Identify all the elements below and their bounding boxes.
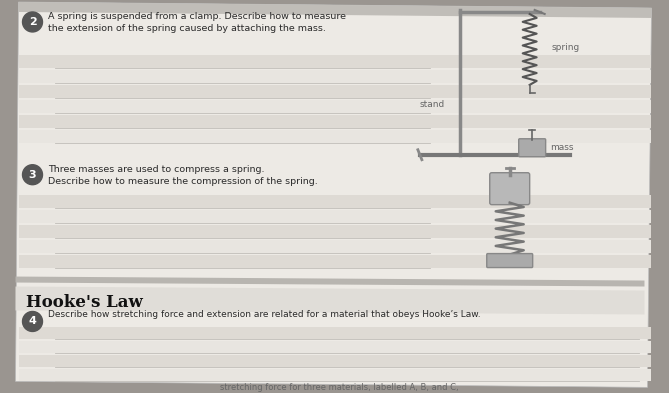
Text: Describe how to measure the compression of the spring.: Describe how to measure the compression … [48, 177, 318, 186]
FancyBboxPatch shape [487, 253, 533, 268]
Text: Three masses are used to compress a spring.: Three masses are used to compress a spri… [48, 165, 265, 174]
Polygon shape [15, 2, 652, 387]
Circle shape [23, 165, 43, 185]
FancyBboxPatch shape [490, 173, 530, 205]
Circle shape [23, 12, 43, 32]
Text: mass: mass [550, 143, 573, 152]
Text: Describe how stretching force and extension are related for a material that obey: Describe how stretching force and extens… [48, 310, 481, 319]
Polygon shape [19, 327, 652, 340]
Polygon shape [19, 100, 652, 113]
Polygon shape [19, 70, 652, 83]
Polygon shape [19, 342, 652, 353]
Polygon shape [19, 115, 652, 128]
Polygon shape [19, 85, 652, 98]
Polygon shape [19, 130, 652, 143]
Text: 4: 4 [29, 316, 36, 327]
Circle shape [23, 312, 43, 331]
FancyBboxPatch shape [518, 139, 546, 157]
Text: stretching force for three materials, labelled A, B, and C,: stretching force for three materials, la… [220, 383, 459, 392]
Polygon shape [15, 286, 644, 314]
Polygon shape [19, 55, 652, 68]
Text: stand: stand [419, 100, 445, 109]
Polygon shape [19, 255, 652, 268]
Polygon shape [19, 240, 652, 253]
Text: the extension of the spring caused by attaching the mass.: the extension of the spring caused by at… [48, 24, 326, 33]
Polygon shape [15, 277, 644, 286]
Text: 2: 2 [29, 17, 36, 27]
Polygon shape [19, 209, 652, 222]
Polygon shape [19, 225, 652, 238]
Polygon shape [19, 2, 652, 18]
Text: A spring is suspended from a clamp. Describe how to measure: A spring is suspended from a clamp. Desc… [48, 13, 347, 22]
Polygon shape [19, 369, 652, 381]
Polygon shape [19, 355, 652, 367]
Polygon shape [19, 195, 652, 208]
Text: spring: spring [552, 43, 580, 52]
Text: Hooke's Law: Hooke's Law [25, 294, 142, 311]
Text: 3: 3 [29, 170, 36, 180]
